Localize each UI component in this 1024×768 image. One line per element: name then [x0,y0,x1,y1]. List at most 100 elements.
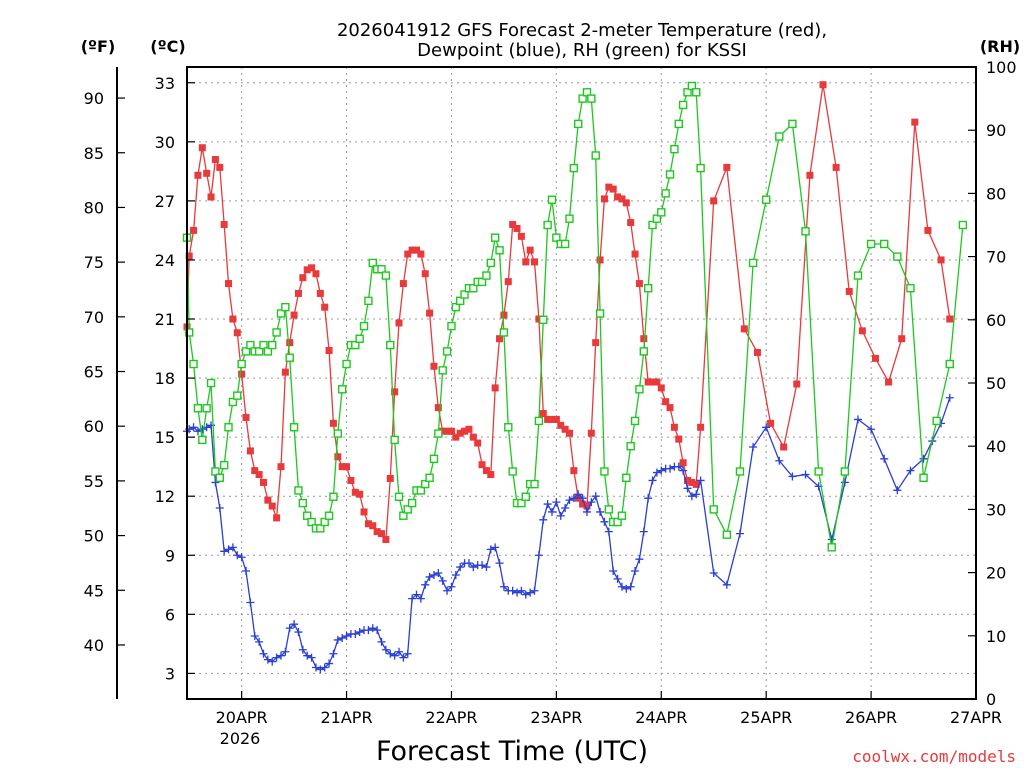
dewpoint-point [893,486,902,495]
rh-point [381,271,391,280]
temp-point [185,252,193,260]
rh-point [298,498,308,508]
dewpoint-point [591,492,600,501]
rh-point [945,359,954,369]
rh-point [530,479,539,489]
fahrenheit-tick-label: 50 [84,527,104,546]
dewpoint-point [290,620,299,629]
dewpoint-point [840,478,849,487]
temp-point [246,447,254,455]
temp-point [526,246,534,254]
date-tick-label: 20APR [216,708,268,727]
dewpoint-point [255,637,264,646]
rh-point [893,252,902,261]
dewpoint-point [582,507,591,516]
dewpoint-point [679,466,688,475]
dewpoint-point [342,631,351,640]
temp-point [635,280,643,288]
dewpoint-point [853,415,862,424]
temp-point [220,221,228,229]
dewpoint-point [499,582,508,591]
temp-point [670,423,678,431]
rh-point [517,498,526,508]
rh-point [643,284,653,293]
rh-point [285,353,294,362]
rh-point [224,423,233,432]
temp-point [347,476,355,484]
rh-point [932,416,941,426]
dewpoint-point [469,563,478,572]
dewpoint-point [285,624,294,633]
rh-point [595,309,605,318]
rh-point [228,397,238,407]
temp-point [281,368,289,376]
celsius-tick-label: 3 [165,664,175,683]
dewpoint-point [294,628,303,637]
dewpoint-point [425,572,434,581]
rh-tick-label: 80 [986,184,1006,203]
rh-point [421,479,430,489]
rh-point [630,416,640,426]
rh-point [469,284,478,293]
dewpoint-point [434,568,443,577]
fahrenheit-tick-label: 75 [84,253,104,272]
rh-point [198,435,207,445]
temp-point [679,459,687,467]
temp-point [491,384,499,392]
temp-point [561,425,569,433]
rh-point [657,208,666,217]
rh-point [438,366,447,375]
rh-point [254,347,264,356]
rh-point [359,321,369,331]
rh-point [687,81,697,91]
fahrenheit-tick-label: 65 [84,363,104,382]
plot-frame [186,66,977,700]
rh-point [696,163,705,173]
dewpoint-point [456,563,465,572]
dewpoint-point [189,423,198,432]
rh-point [206,378,216,388]
temp-point [474,439,482,447]
dewpoint-point [303,651,312,660]
temp-line [186,84,951,542]
temp-point [421,270,429,278]
dewpoint-point [403,649,412,658]
dewpoint-point [438,576,447,585]
rh-point [670,144,679,154]
rh-point [748,258,758,268]
temp-point [255,471,263,479]
dewpoint-point [508,586,517,595]
dewpoint-point [827,535,836,544]
rh-point [906,284,915,293]
dewpoint-point [622,584,631,593]
temp-point [937,256,945,264]
rh-point [539,315,548,324]
temp-point [946,315,954,323]
dewpoint-point [617,582,626,591]
dewpoint-point [237,553,246,562]
temp-point [216,163,224,171]
dewpoint-point [919,454,928,463]
temp-point [225,280,233,288]
dewpoint-point [867,425,876,434]
temp-point [404,250,412,258]
fahrenheit-tick-label: 45 [84,581,104,600]
dewpoint-point [513,588,522,597]
temp-point [552,415,560,423]
dewpoint-point [775,456,784,465]
dewpoint-point [211,478,220,487]
temp-point [924,226,932,234]
rh-point [674,119,683,129]
dewpoint-point [355,628,364,637]
temp-point [544,415,552,423]
dewpoint-point [609,567,618,576]
rh-point [866,239,876,249]
dewpoint-point [259,649,268,658]
rh-point [919,473,928,482]
dewpoint-point [495,559,504,568]
rh-point [193,404,203,413]
rh-point [626,442,635,451]
dewpoint-point [945,393,954,402]
dewpoint-point [311,663,320,672]
rh-point [587,94,596,103]
